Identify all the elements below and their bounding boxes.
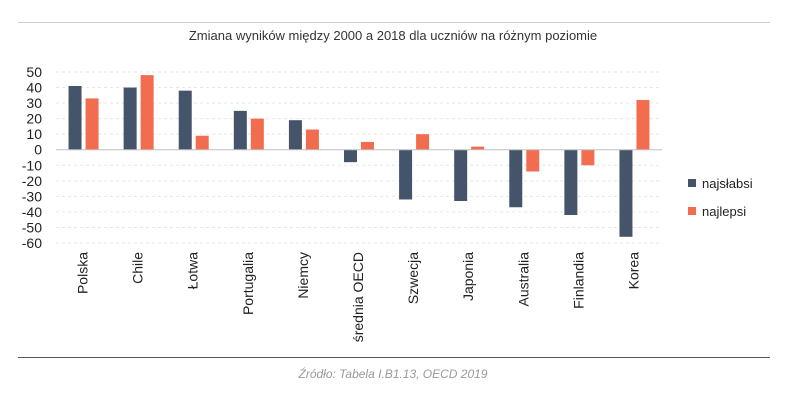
y-tick-label: -10	[22, 157, 42, 173]
x-tick-label: Polska	[75, 252, 91, 294]
bar-najlepsi	[85, 98, 99, 150]
bar-najslabsi	[564, 149, 578, 216]
legend: najsłabsi najlepsi	[688, 176, 753, 219]
legend-swatch	[688, 207, 696, 215]
x-tick-label: Japonia	[460, 252, 476, 301]
bar-najslabsi	[288, 120, 302, 150]
y-tick-label: 50	[26, 64, 42, 80]
bar-najslabsi	[233, 110, 247, 150]
bar-najslabsi	[178, 90, 192, 150]
bar-najlepsi	[581, 149, 595, 166]
y-tick-label: -60	[22, 235, 42, 251]
x-tick-label: Chile	[130, 252, 146, 284]
y-tick-label: -30	[22, 188, 42, 204]
y-tick-label: 0	[34, 142, 42, 158]
bar-najslabsi	[454, 149, 468, 202]
y-tick-label: -40	[22, 204, 42, 220]
title-divider	[18, 22, 770, 23]
bar-najlepsi	[361, 141, 374, 150]
bar-najlepsi	[416, 134, 430, 150]
bar-najlepsi	[140, 75, 154, 150]
x-tick-label: Finlandia	[570, 252, 586, 309]
chart-title: Zmiana wyników między 2000 a 2018 dla uc…	[188, 28, 598, 43]
bar-najlepsi	[305, 129, 319, 150]
x-tick-label: Australia	[515, 252, 531, 307]
y-tick-label: -50	[22, 219, 42, 235]
bar-najlepsi	[471, 146, 485, 150]
bar-najlepsi	[526, 149, 540, 172]
x-tick-label: Łotwa	[185, 252, 201, 290]
bar-najlepsi	[636, 99, 650, 150]
bar-najslabsi	[399, 149, 413, 200]
x-tick-label: Korea	[625, 252, 641, 290]
y-tick-label: 20	[26, 111, 42, 127]
y-tick-label: 40	[26, 80, 42, 96]
bar-najslabsi	[123, 87, 137, 150]
legend-swatch	[688, 179, 696, 187]
footer-divider	[18, 357, 770, 358]
legend-label: najlepsi	[702, 204, 746, 219]
x-tick-label: Niemcy	[295, 252, 311, 299]
bar-najslabsi	[344, 149, 357, 163]
bar-najslabsi	[509, 149, 523, 208]
bar-najlepsi	[250, 118, 264, 150]
source-note: Źródło: Tabela I.B1.13, OECD 2019	[298, 367, 488, 381]
grid-layer	[56, 71, 662, 244]
bar-najslabsi	[619, 149, 633, 237]
bar-najslabsi	[68, 85, 82, 150]
x-tick-label: średnia OECD	[350, 252, 366, 342]
x-tick-label: Szwecja	[405, 252, 421, 304]
bars-layer	[68, 75, 650, 237]
x-tick-label: Portugalia	[240, 252, 256, 315]
y-tick-label: 30	[26, 95, 42, 111]
legend-label: najsłabsi	[702, 176, 753, 191]
y-tick-label: 10	[26, 126, 42, 142]
bar-najlepsi	[195, 135, 209, 150]
y-tick-label: -20	[22, 173, 42, 189]
